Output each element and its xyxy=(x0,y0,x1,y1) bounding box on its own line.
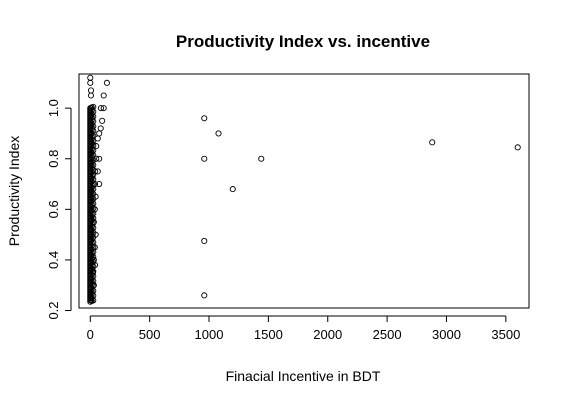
data-point xyxy=(97,105,105,112)
data-point xyxy=(87,226,95,233)
data-point xyxy=(87,74,94,81)
data-point xyxy=(87,175,95,183)
data-point xyxy=(514,144,521,151)
data-point xyxy=(201,155,208,162)
x-tick-label: 2000 xyxy=(313,327,342,342)
data-point xyxy=(87,213,95,220)
data-point xyxy=(100,105,107,112)
data-point xyxy=(87,297,95,304)
x-tick-label: 1000 xyxy=(195,327,224,342)
plot-frame xyxy=(78,73,530,309)
y-tick-label: 0.2 xyxy=(46,301,61,319)
data-point xyxy=(87,137,95,145)
data-point xyxy=(87,259,95,266)
data-point xyxy=(87,105,95,112)
chart-title: Productivity Index vs. incentive xyxy=(176,32,430,51)
data-point xyxy=(97,125,104,132)
y-tick-label: 0.6 xyxy=(46,200,61,218)
y-tick-label: 0.8 xyxy=(46,150,61,168)
y-axis-label: Productivity Index xyxy=(6,136,22,247)
data-point xyxy=(215,130,222,137)
data-point xyxy=(96,180,103,188)
x-tick-label: 3500 xyxy=(491,327,520,342)
data-point xyxy=(100,92,107,99)
data-point xyxy=(99,117,106,124)
data-point xyxy=(87,112,95,119)
data-point xyxy=(87,160,95,167)
data-point xyxy=(229,186,236,193)
x-tick-label: 2500 xyxy=(373,327,402,342)
data-point xyxy=(87,186,95,193)
data-point xyxy=(87,87,95,94)
x-axis-label: Finacial Incentive in BDT xyxy=(226,368,381,384)
data-point xyxy=(87,130,95,137)
data-point xyxy=(87,92,95,99)
data-point xyxy=(96,130,103,137)
y-tick-label: 0.4 xyxy=(46,251,61,269)
data-point xyxy=(201,292,208,299)
x-axis: 0 500 1000 1500 2000 2500 3000 3500 xyxy=(87,315,520,342)
x-tick-label: 0 xyxy=(87,327,94,342)
y-axis: 0.2 0.4 0.6 0.8 1.0 xyxy=(46,99,72,320)
data-point xyxy=(87,251,95,258)
y-tick-label: 1.0 xyxy=(46,99,61,117)
data-point xyxy=(429,139,436,146)
data-point xyxy=(103,79,110,86)
data-points xyxy=(87,74,521,305)
x-tick-label: 1500 xyxy=(254,327,283,342)
x-tick-label: 3000 xyxy=(432,327,461,342)
data-point xyxy=(93,155,100,162)
data-point xyxy=(201,237,208,245)
data-point xyxy=(87,122,95,129)
data-point xyxy=(258,155,265,162)
data-point xyxy=(87,198,95,205)
data-point xyxy=(93,143,100,150)
data-point xyxy=(87,150,95,157)
data-point xyxy=(87,266,95,274)
data-point xyxy=(87,79,94,86)
data-point xyxy=(201,115,208,122)
data-point xyxy=(87,279,95,286)
x-tick-label: 500 xyxy=(139,327,161,342)
data-point xyxy=(96,155,103,162)
